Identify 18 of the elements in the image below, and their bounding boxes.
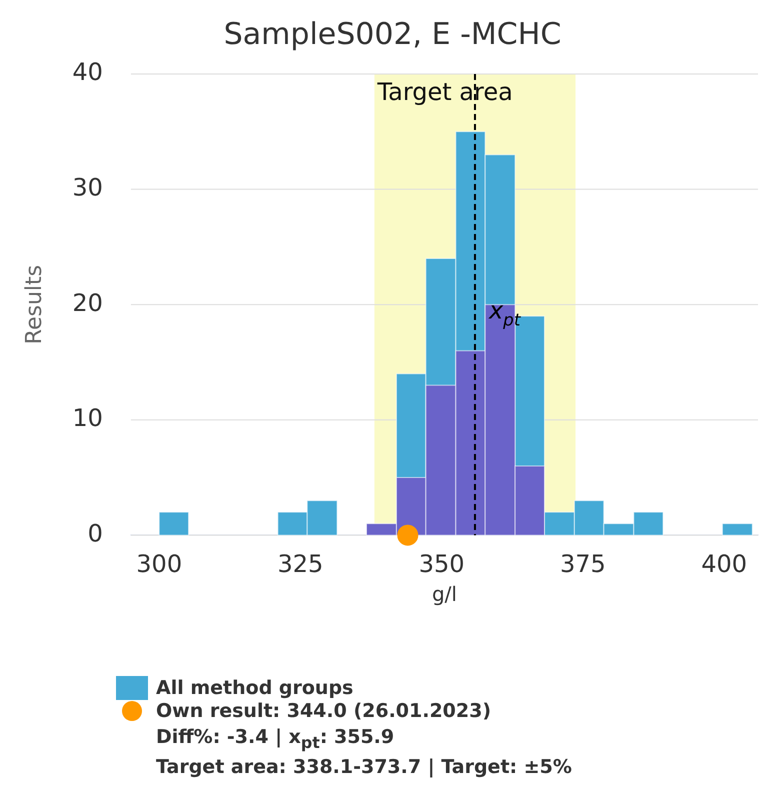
legend-label: Own result: 344.0 (26.01.2023) — [156, 700, 492, 722]
y-axis-title: Results — [22, 264, 47, 344]
x-tick-label: 400 — [701, 550, 748, 578]
text: Diff%: -3.4 | x$_{pt}$: 355.9 — [156, 726, 396, 752]
y-tick-label: 20 — [72, 288, 103, 317]
y-tick-label: 40 — [72, 58, 103, 86]
x-tick-label: 325 — [278, 550, 324, 578]
text: Target area: 338.1-373.7 | Target: ±5% — [156, 756, 573, 778]
y-tick-label: 0 — [88, 519, 103, 548]
x-tick-label: 300 — [136, 550, 182, 578]
x-tick-label: 375 — [560, 550, 606, 578]
y-tick-label: 10 — [72, 404, 103, 432]
x-axis-title: g/l — [432, 582, 457, 606]
x-tick-label: 350 — [418, 550, 465, 578]
band-label: Target area — [376, 78, 513, 106]
y-tick-label: 30 — [72, 174, 103, 202]
legend-label: All method groups — [156, 677, 354, 699]
chart-title: SampleS002, E -MCHC — [224, 16, 562, 52]
